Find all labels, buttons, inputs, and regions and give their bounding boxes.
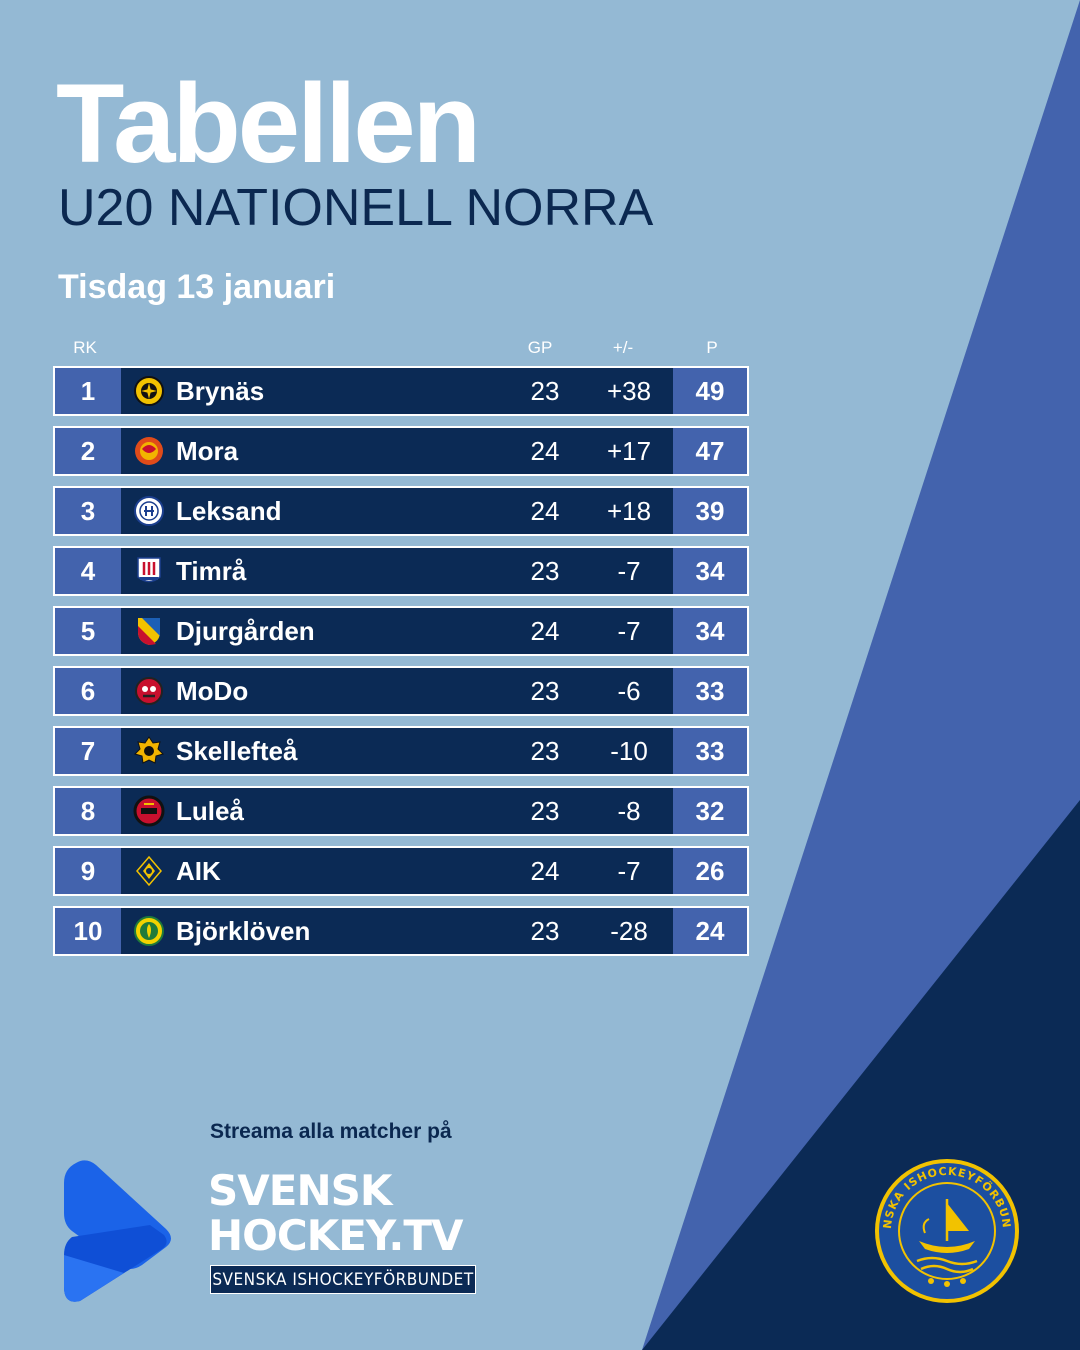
djurgarden-logo-icon [121,608,176,654]
goal-difference: -8 [617,795,641,826]
team-name: AIK [176,855,221,886]
games-played: 24 [530,495,560,526]
goal-difference: -7 [617,555,641,586]
points-cell: 47 [673,428,747,474]
skelleftea-logo-icon [121,728,176,774]
leksand-logo-icon [121,488,176,534]
table-row: 10 Björklöven 23 -28 24 [53,906,749,956]
svensk-hockey-tv-chevron-icon[interactable] [58,1155,176,1311]
column-header-points: P [706,338,718,357]
team-name: Björklöven [176,915,311,946]
goal-difference: -7 [617,855,641,886]
points-cell: 34 [673,548,747,594]
brand-name-line1: SVENSK [208,1166,392,1215]
page-title: Tabellen [56,61,481,186]
modo-logo-icon [121,668,176,714]
stream-label: Streama alla matcher på [210,1120,452,1143]
federation-tag: SVENSKA ISHOCKEYFÖRBUNDET [210,1265,476,1294]
games-played: 23 [530,795,560,826]
games-played: 24 [530,435,560,466]
date-label: Tisdag 13 januari [58,268,336,306]
rank-cell: 9 [55,848,121,894]
team-name: Luleå [176,795,244,826]
table-row: 7 Skellefteå 23 -10 33 [53,726,749,776]
table-row: 4 Timrå 23 -7 34 [53,546,749,596]
timra-logo-icon [121,548,176,594]
goal-difference: +38 [606,375,652,406]
aik-logo-icon [121,848,176,894]
games-played: 23 [530,375,560,406]
rank-cell: 6 [55,668,121,714]
column-header-gp: GP [527,338,553,357]
column-header-diff: +/- [612,338,634,357]
rank-cell: 1 [55,368,121,414]
games-played: 23 [530,675,560,706]
team-name: Leksand [176,495,282,526]
rank-cell: 7 [55,728,121,774]
table-row: 3 Leksand 24 +18 39 [53,486,749,536]
rank-cell: 4 [55,548,121,594]
team-name: Brynäs [176,375,265,406]
table-row: 6 MoDo 23 -6 33 [53,666,749,716]
goal-difference: +18 [606,495,652,526]
rank-cell: 8 [55,788,121,834]
table-row: 8 Luleå 23 -8 32 [53,786,749,836]
goal-difference: -7 [617,615,641,646]
points-cell: 24 [673,908,747,954]
brynas-logo-icon [121,368,176,414]
team-name: Mora [176,435,239,466]
league-subtitle: U20 NATIONELL NORRA [58,179,654,237]
rank-cell: 10 [55,908,121,954]
points-cell: 34 [673,608,747,654]
points-cell: 49 [673,368,747,414]
points-cell: 33 [673,728,747,774]
team-name: Timrå [176,555,247,586]
team-name: Djurgården [176,615,315,646]
standings-table: 1 Brynäs 23 +38 49 2 Mora 24 +17 47 3 Le… [53,366,749,966]
table-row: 5 Djurgården 24 -7 34 [53,606,749,656]
table-row: 9 AIK 24 -7 26 [53,846,749,896]
table-row: 2 Mora 24 +17 47 [53,426,749,476]
games-played: 24 [530,855,560,886]
swedish-ice-hockey-federation-seal-icon: SVENSKA ISHOCKEYFÖRBUNDET [873,1157,1019,1303]
points-cell: 26 [673,848,747,894]
table-row: 1 Brynäs 23 +38 49 [53,366,749,416]
games-played: 23 [530,735,560,766]
rank-cell: 5 [55,608,121,654]
games-played: 24 [530,615,560,646]
goal-difference: -28 [610,915,648,946]
rank-cell: 2 [55,428,121,474]
column-header-rank: RK [73,338,97,357]
bjorkloven-logo-icon [121,908,176,954]
team-name: MoDo [176,675,249,706]
rank-cell: 3 [55,488,121,534]
goal-difference: -10 [610,735,648,766]
points-cell: 32 [673,788,747,834]
mora-logo-icon [121,428,176,474]
points-cell: 33 [673,668,747,714]
points-cell: 39 [673,488,747,534]
games-played: 23 [530,555,560,586]
goal-difference: +17 [606,435,652,466]
team-name: Skellefteå [176,735,298,766]
brand-name-line2: HOCKEY.TV [208,1211,463,1260]
games-played: 23 [530,915,560,946]
lulea-logo-icon [121,788,176,834]
goal-difference: -6 [617,675,641,706]
